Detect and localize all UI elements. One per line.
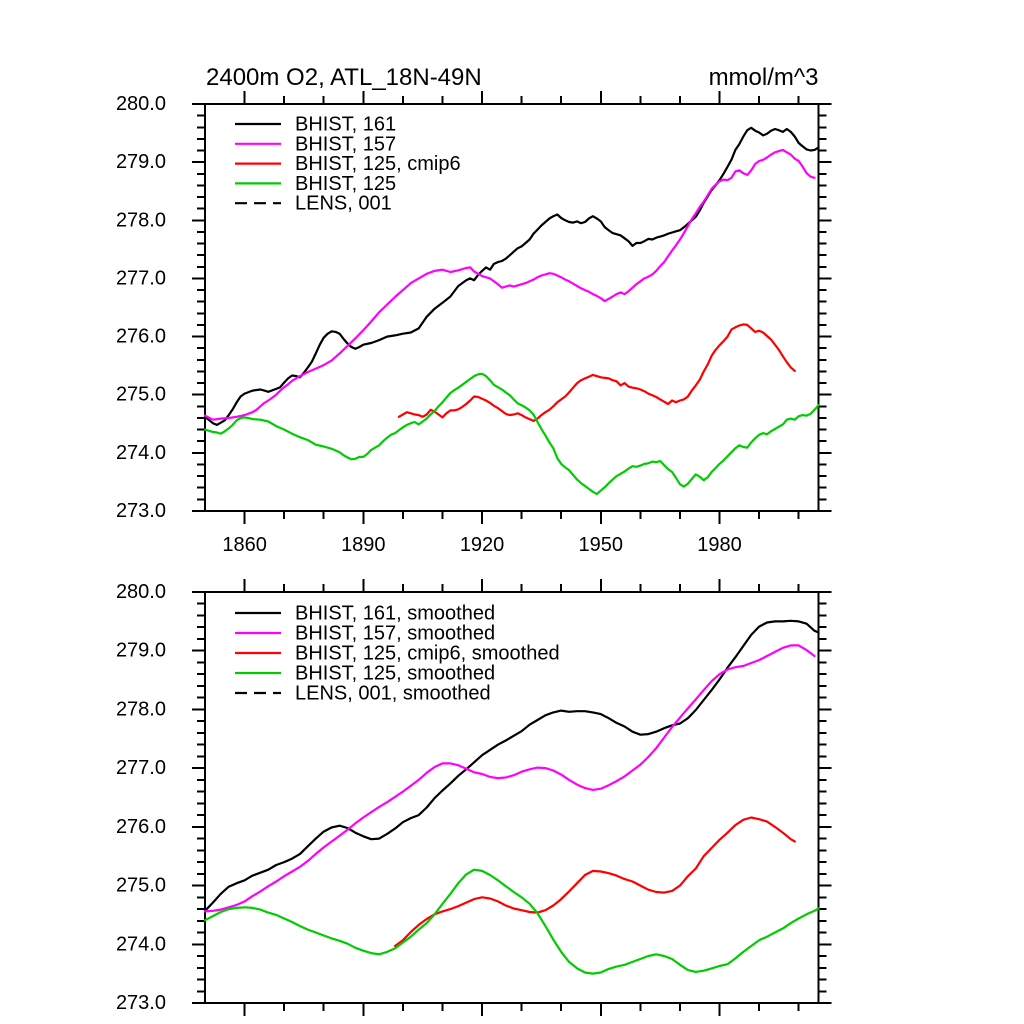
series-bhist-161-smoothed bbox=[203, 619, 820, 912]
units-label: mmol/m^3 bbox=[709, 64, 819, 91]
x-tick-label: 1950 bbox=[579, 534, 624, 556]
series-bhist-125-cmip6-smoothed bbox=[393, 816, 796, 948]
legend-entry-bhist-125-cmip6: BHIST, 125, cmip6 bbox=[235, 153, 461, 175]
series-bhist-125-smoothed bbox=[203, 868, 820, 975]
y-tick-label: 279.0 bbox=[116, 640, 166, 662]
series-bhist-157-smoothed bbox=[203, 644, 816, 913]
y-tick-label: 275.0 bbox=[116, 384, 166, 406]
y-tick-label: 278.0 bbox=[116, 698, 166, 720]
y-tick-label: 276.0 bbox=[116, 816, 166, 838]
series-bhist-125 bbox=[203, 372, 820, 496]
y-tick-label: 280.0 bbox=[116, 581, 166, 603]
legend-entry-lens-001-smoothed: LENS, 001, smoothed bbox=[235, 683, 491, 705]
y-tick-label: 273.0 bbox=[116, 992, 166, 1014]
series-bhist-125-cmip6 bbox=[397, 323, 796, 422]
y-tick-label: 273.0 bbox=[116, 500, 166, 522]
y-tick-label: 278.0 bbox=[116, 209, 166, 231]
legend-label: BHIST, 161 bbox=[295, 114, 396, 136]
legend-label: BHIST, 161, smoothed bbox=[295, 603, 495, 625]
y-tick-label: 274.0 bbox=[116, 442, 166, 464]
legend-label: BHIST, 157, smoothed bbox=[295, 623, 495, 645]
legend-label: BHIST, 157 bbox=[295, 133, 396, 155]
y-tick-label: 276.0 bbox=[116, 326, 166, 348]
series-bhist-161 bbox=[203, 126, 820, 426]
plot-frame bbox=[204, 103, 820, 512]
axis-ticks bbox=[192, 91, 832, 524]
legend-label: BHIST, 125, cmip6, smoothed bbox=[295, 643, 560, 665]
series-bhist-157 bbox=[203, 148, 816, 421]
y-tick-label: 275.0 bbox=[116, 875, 166, 897]
legend-entry-bhist-157: BHIST, 157 bbox=[235, 133, 396, 155]
axis-ticks bbox=[192, 579, 832, 1016]
legend-entry-lens-001: LENS, 001 bbox=[235, 193, 392, 215]
legend-label: BHIST, 125, smoothed bbox=[295, 663, 495, 685]
plot-frame bbox=[204, 591, 820, 1004]
legend-label: BHIST, 125 bbox=[295, 173, 396, 195]
x-tick-label: 1980 bbox=[697, 534, 742, 556]
legend-label: LENS, 001 bbox=[295, 193, 392, 215]
y-tick-label: 280.0 bbox=[116, 93, 166, 115]
panel-top-unsmoothed: 2400m O2, ATL_18N-49N mmol/m^3 1860 1890 192… bbox=[116, 64, 832, 556]
y-tick-label: 277.0 bbox=[116, 757, 166, 779]
x-tick-label: 1860 bbox=[222, 534, 267, 556]
y-tick-label: 277.0 bbox=[116, 267, 166, 289]
x-tick-label: 1890 bbox=[341, 534, 386, 556]
legend-entry-bhist-125-cmip6-smoothed: BHIST, 125, cmip6, smoothed bbox=[235, 643, 560, 665]
x-tick-label: 1920 bbox=[460, 534, 505, 556]
legend-entry-bhist-125: BHIST, 125 bbox=[235, 173, 396, 195]
legend-label: LENS, 001, smoothed bbox=[295, 683, 491, 705]
panel-bottom-smoothed: 280.0 279.0 278.0 277.0 276.0 275.0 274.0 273.0… bbox=[116, 579, 832, 1016]
legend-entry-bhist-125-smoothed: BHIST, 125, smoothed bbox=[235, 663, 495, 685]
chart-title: 2400m O2, ATL_18N-49N bbox=[206, 64, 482, 91]
legend-entry-bhist-157-smoothed: BHIST, 157, smoothed bbox=[235, 623, 495, 645]
legend-label: BHIST, 125, cmip6 bbox=[295, 153, 461, 175]
y-tick-label: 279.0 bbox=[116, 151, 166, 173]
legend-entry-bhist-161-smoothed: BHIST, 161, smoothed bbox=[235, 603, 495, 625]
y-tick-label: 274.0 bbox=[116, 933, 166, 955]
legend-entry-bhist-161: BHIST, 161 bbox=[235, 114, 396, 136]
